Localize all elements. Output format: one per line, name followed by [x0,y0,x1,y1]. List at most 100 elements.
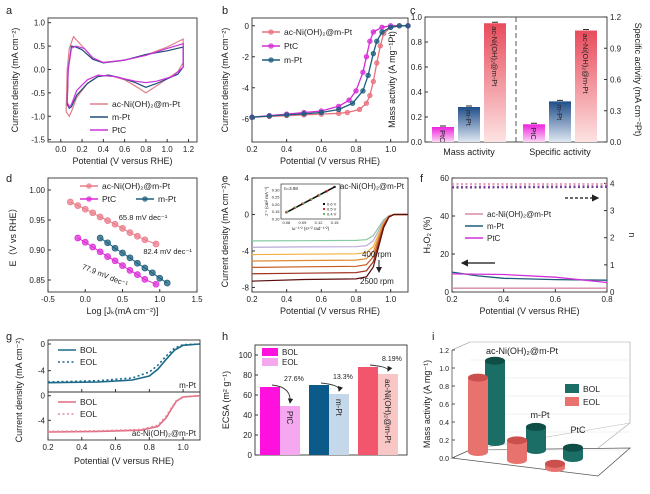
y2-tick-label: 0.0 [610,138,622,147]
y-tick-label: 80 [243,371,252,380]
electron-number-line [451,185,608,188]
legend-label: EOL [583,397,600,407]
data-point [126,254,134,262]
x-axis-label: Potential (V versus RHE) [280,306,380,316]
category-label: m-Pt [531,410,550,420]
y2-tick-label: 0.3 [610,107,622,116]
data-point [134,271,141,278]
data-point [367,38,373,44]
y-tick-label: 0.0 [34,65,46,74]
bar-label: PtC [285,411,294,425]
inset-y-tick-label: 0.25 [272,195,281,200]
data-point [388,24,394,30]
y-tick-label: 0 [41,392,46,401]
y2-tick-label: 3 [610,207,615,216]
data-point [370,29,376,35]
legend-label: m-Pt [487,222,505,231]
legend-label: BOL [282,348,299,357]
data-point [111,220,119,228]
loss-label: 27.6% [284,376,304,383]
y-tick-label: 1.0 [411,13,423,22]
y-tick-label: 1.2 [439,348,449,355]
data-point [141,276,149,283]
data-point [405,23,411,29]
cylinder-top [526,422,546,431]
data-point [141,236,149,244]
durability-curve [47,343,201,383]
legend-label: PtC [487,234,501,243]
data-point [111,257,119,265]
data-point [81,238,89,246]
inset-point [310,198,313,201]
cylinder-bar [468,377,488,456]
inset-point [318,193,321,196]
bar [549,101,571,142]
data-point [367,92,373,99]
inset-y-tick-label: 0.20 [272,202,281,207]
x-tick-label: 0.0 [80,295,92,304]
y-tick-label: 0 [245,22,250,31]
data-point [370,78,376,85]
data-point [301,111,307,117]
y-tick-label: 0 [245,210,250,219]
data-point [346,97,352,103]
panel-label: e [222,173,228,185]
y-tick-label: 0.4 [411,88,423,97]
x-tick-label: 0.2 [246,145,258,154]
data-point [363,54,370,60]
data-point [81,205,89,213]
x-tick-label: 1.0 [385,295,397,304]
y-tick-label: 100 [239,351,253,360]
panel-label: d [6,173,12,185]
inset-point [326,190,329,192]
bar-label: m-Pt [464,110,473,127]
rpm-label: 400 rpm [362,250,392,259]
inset-y-label: J⁻¹ (cm² mA⁻¹) [264,186,269,216]
subplot-label: m-Pt [179,381,197,390]
lsv-curve [251,25,408,118]
x-tick-label: 0.0 [55,145,67,154]
data-point [163,279,171,287]
x-tick-label: 0.4 [498,295,510,304]
data-point [104,239,111,247]
y-tick-label: 0.8 [439,384,449,391]
inset-point [294,206,297,209]
legend-label: EOL [80,357,97,367]
x-tick-label: 1.0 [154,295,166,304]
x-tick-label: 0.4 [76,443,88,452]
inset-legend-marker [323,208,325,210]
data-point [111,244,119,252]
data-point [363,100,370,106]
panel-label: f [420,173,424,185]
y-tick-label: 4 [245,174,250,183]
inset-annotation: n=3.98 [284,186,298,191]
data-point [356,106,363,113]
x-tick-label: 1.0 [385,145,397,154]
y2-tick-label: 2 [610,234,615,243]
cylinder-top [507,436,527,445]
y-tick-label: 40 [440,212,449,221]
y-tick-label: 20 [440,250,449,259]
x-axis-label: Log [Jₖ(mA cm⁻²)] [86,306,158,316]
legend-marker [86,183,92,189]
legend-label: PtC [102,194,116,204]
y2-axis-label: Specific activity (mA cm⁻²Pt) [633,23,643,137]
data-point [349,100,356,106]
data-point [318,109,324,116]
cylinder-top [545,459,565,468]
category-label: PtC [570,425,586,435]
x-axis-label: Potential (V versus RHE) [72,156,172,166]
y-tick-label: 0.95 [29,216,45,225]
data-point [374,38,380,44]
y-tick-label: 60 [440,174,449,183]
data-point [336,106,342,113]
bar [523,124,545,142]
bar-label: m-Pt [555,104,564,121]
y-tick-label: -4 [38,367,46,376]
y2-tick-label: 0.6 [610,76,622,85]
arrow-icon [369,364,393,372]
y2-tick-label: 4 [610,179,615,188]
data-point [353,88,359,94]
x-tick-label: 1.5 [191,295,203,304]
data-point [360,69,366,75]
